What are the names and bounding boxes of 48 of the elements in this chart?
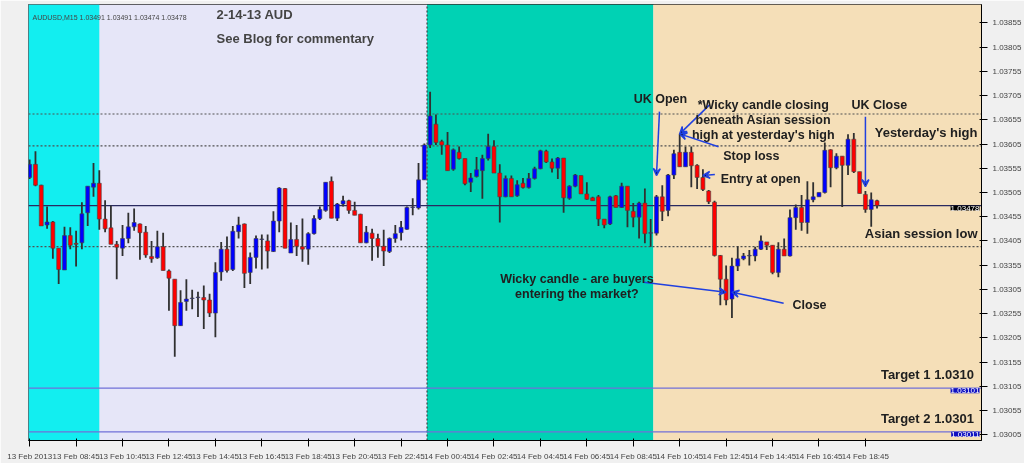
y-tick-label: 1.03605	[992, 139, 1022, 149]
ref-line-label: Target 2 1.0301	[880, 410, 974, 426]
y-tick-label: 1.03705	[992, 91, 1022, 101]
ref-line-label: Yesterday's high	[874, 124, 978, 140]
x-tick-label: 13 Feb 08:45	[52, 451, 101, 461]
annotation: 1.03011	[951, 429, 981, 439]
candlestick	[184, 278, 189, 312]
chart-title: 2-14-13 AUD	[216, 6, 293, 22]
y-tick-label: 1.03205	[992, 333, 1022, 343]
y-tick-label: 1.03455	[992, 212, 1022, 222]
x-tick-label: 14 Feb 12:45	[702, 451, 751, 461]
x-tick-label: 13 Feb 22:45	[377, 451, 426, 461]
annotation: Entry at open	[720, 171, 801, 186]
ref-line-label: Target 1 1.0310	[880, 367, 974, 383]
annotation: Wicky candle - are buyers entering the market?	[500, 271, 654, 301]
x-tick-label: 14 Feb 10:45	[656, 451, 704, 461]
x-tick-label: 13 Feb 2013	[7, 451, 53, 461]
annotation: Stop loss	[723, 148, 780, 163]
x-tick-label: 13 Feb 16:45	[238, 451, 286, 461]
annotation: *Wicky candle closing beneath Asian session high at yesterday's high	[691, 97, 835, 142]
y-tick-label: 1.03055	[992, 405, 1022, 415]
y-tick-label: 1.03855	[992, 18, 1022, 28]
x-tick-label: 14 Feb 06:45	[563, 451, 611, 461]
annotation: Close	[792, 298, 827, 313]
y-tick-label: 1.03105	[992, 381, 1022, 391]
annotation: 1.03478	[950, 203, 981, 213]
x-tick-label: 14 Feb 04:45	[516, 451, 565, 461]
x-tick-label: 13 Feb 20:45	[331, 451, 379, 461]
y-tick-label: 1.03755	[992, 66, 1022, 76]
y-tick-label: 1.03805	[992, 42, 1022, 52]
y-tick-label: 1.03555	[992, 163, 1022, 173]
annotation: 1.03101	[950, 386, 981, 396]
annotation: UK Open	[633, 91, 688, 106]
y-tick-label: 1.03155	[992, 357, 1022, 367]
y-tick-label: 1.03005	[992, 430, 1022, 440]
x-tick-label: 14 Feb 18:45	[841, 451, 890, 461]
x-tick-label: 14 Feb 08:45	[609, 451, 658, 461]
text: See Blog for commentary	[216, 30, 375, 46]
y-tick-label: 1.03255	[992, 309, 1022, 319]
ref-line-label: Asian session low	[864, 225, 979, 241]
annotation: UK Close	[851, 97, 908, 112]
y-tick-label: 1.03505	[992, 187, 1022, 197]
y-tick-label: 1.03305	[992, 284, 1022, 294]
y-tick-label: 1.03655	[992, 115, 1022, 125]
x-tick-label: 13 Feb 14:45	[191, 451, 240, 461]
x-tick-label: 13 Feb 18:45	[284, 451, 333, 461]
y-tick-label: 1.03355	[992, 260, 1022, 270]
y-tick-label: 1.03405	[992, 236, 1022, 246]
